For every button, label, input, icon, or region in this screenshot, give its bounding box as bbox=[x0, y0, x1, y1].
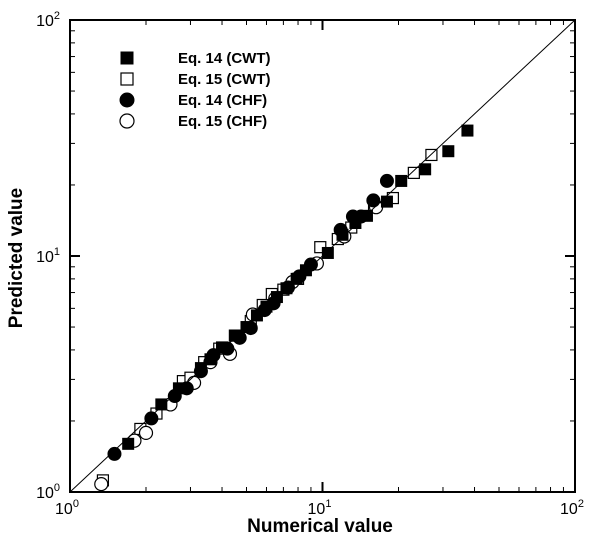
point-eq-14-chf bbox=[206, 348, 221, 363]
legend-label-eq-14-cwt: Eq. 14 (CWT) bbox=[178, 50, 271, 67]
point-eq-14-cwt bbox=[380, 195, 393, 208]
point-eq-14-chf bbox=[266, 296, 281, 311]
y-tick-label-exponent: 2 bbox=[54, 10, 60, 22]
x-tick-label: 100 bbox=[55, 498, 79, 518]
point-eq-14-cwt bbox=[395, 174, 408, 187]
point-eq-14-chf bbox=[220, 341, 235, 356]
point-eq-14-cwt bbox=[442, 145, 455, 158]
point-eq-14-chf bbox=[292, 269, 307, 284]
point-eq-14-cwt bbox=[155, 398, 168, 411]
y-tick-label: 101 bbox=[36, 246, 60, 266]
x-axis-label: Numerical value bbox=[247, 516, 393, 537]
y-tick-label-exponent: 1 bbox=[54, 246, 60, 258]
point-eq-14-chf bbox=[303, 257, 318, 272]
point-eq-14-chf bbox=[333, 222, 348, 237]
point-eq-14-chf bbox=[243, 321, 258, 336]
point-eq-15-chf bbox=[138, 425, 154, 441]
point-eq-14-chf bbox=[379, 173, 394, 188]
point-eq-14-chf bbox=[144, 411, 159, 426]
point-eq-14-chf bbox=[107, 446, 122, 461]
legend-label-eq-15-cwt: Eq. 15 (CWT) bbox=[178, 71, 271, 88]
y-tick-label-exponent: 0 bbox=[54, 482, 60, 494]
legend-marker-eq-14-chf bbox=[119, 92, 135, 108]
point-eq-14-chf bbox=[353, 209, 368, 224]
point-eq-14-cwt bbox=[321, 246, 334, 259]
legend-marker-eq-14-cwt bbox=[120, 51, 134, 65]
point-eq-14-chf bbox=[179, 381, 194, 396]
x-tick-label: 102 bbox=[560, 498, 584, 518]
x-tick-label: 101 bbox=[308, 498, 332, 518]
x-tick-label-exponent: 0 bbox=[73, 498, 79, 510]
y-axis-label: Predicted value bbox=[6, 188, 27, 328]
y-tick-label: 102 bbox=[36, 10, 60, 30]
point-eq-15-chf bbox=[94, 477, 109, 492]
x-tick-label-exponent: 1 bbox=[325, 498, 331, 510]
legend: Eq. 14 (CWT) Eq. 15 (CWT) Eq. 14 (CHF) Eq. … bbox=[119, 50, 271, 130]
point-eq-15-cwt bbox=[425, 148, 438, 162]
legend-marker-eq-15-chf bbox=[119, 113, 135, 129]
point-eq-14-cwt bbox=[122, 437, 135, 450]
point-eq-14-chf bbox=[366, 193, 381, 208]
point-eq-14-chf bbox=[167, 389, 182, 404]
legend-marker-eq-15-cwt bbox=[120, 72, 134, 86]
point-eq-15-cwt bbox=[407, 166, 420, 179]
y-tick-label: 100 bbox=[36, 482, 60, 502]
point-eq-14-chf bbox=[193, 364, 208, 379]
reference-line-y-equals-x bbox=[69, 19, 576, 493]
legend-label-eq-15-chf: Eq. 15 (CHF) bbox=[178, 113, 267, 130]
x-tick-label-exponent: 2 bbox=[578, 498, 584, 510]
axes bbox=[69, 19, 576, 493]
legend-label-eq-14-chf: Eq. 14 (CHF) bbox=[178, 92, 267, 109]
point-eq-14-cwt bbox=[419, 163, 432, 176]
data-marks bbox=[94, 124, 474, 492]
point-eq-14-cwt bbox=[461, 124, 474, 137]
point-eq-14-chf bbox=[232, 330, 247, 345]
